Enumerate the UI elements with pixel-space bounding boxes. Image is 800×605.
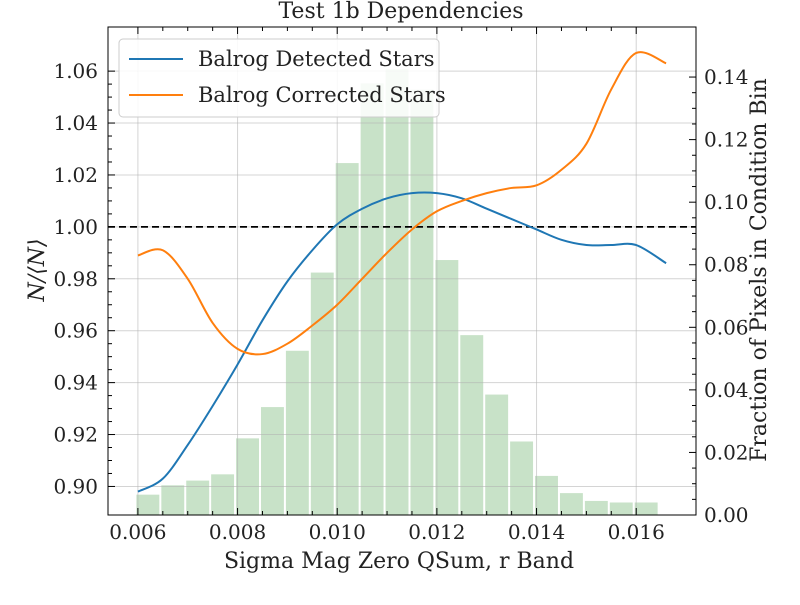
line-layer (108, 51, 696, 493)
histogram-bar (360, 83, 384, 516)
histogram-bar (211, 474, 235, 515)
histogram-bar (485, 394, 509, 515)
histogram-bar (460, 335, 484, 515)
histogram-bar (136, 494, 160, 515)
histogram-bar (634, 502, 658, 515)
histogram-bar (186, 480, 210, 515)
grid-layer (108, 27, 696, 515)
y2-tick-label: 0.14 (704, 65, 749, 89)
histogram-bar (335, 163, 359, 516)
y2-tick-label: 0.10 (704, 190, 749, 214)
y-tick-label: 1.04 (53, 111, 98, 135)
text-layer: Test 1b Dependencies Sigma Mag Zero QSum… (25, 0, 772, 574)
legend-label-corrected: Balrog Corrected Stars (198, 83, 446, 107)
y2-axis-title: Fraction of Pixels in Condition Bin (747, 78, 772, 462)
chart-title: Test 1b Dependencies (278, 0, 523, 24)
y-tick-label: 1.00 (53, 215, 98, 239)
y2-tick-label: 0.04 (704, 378, 749, 402)
y2-tick-label: 0.02 (704, 440, 749, 464)
axes-layer: 0.006 0.008 0.010 0.012 0.014 0.016 0.90 0.92 0.… (53, 26, 749, 544)
histogram-bar (161, 485, 185, 515)
y-tick-label: 0.94 (53, 371, 98, 395)
y-tick-label: 0.92 (53, 423, 98, 447)
y2-tick-label: 0.06 (704, 315, 749, 339)
legend-box (118, 38, 440, 118)
histogram-bar (510, 441, 534, 515)
x-axis-title: Sigma Mag Zero QSum, r Band (224, 549, 574, 574)
legend: Balrog Detected Stars Balrog Corrected S… (118, 38, 446, 118)
x-tick-label: 0.008 (209, 520, 266, 544)
y-axis-title: N/⟨N⟩ (25, 238, 50, 302)
histogram-bar (285, 350, 309, 515)
x-tick-label: 0.012 (408, 520, 465, 544)
plot-frame (107, 26, 697, 516)
histogram-bar (435, 260, 459, 515)
histogram-bar (236, 438, 259, 515)
x-tick-label: 0.016 (608, 520, 665, 544)
y2-tick-label: 0.00 (704, 503, 749, 527)
x-tick-label: 0.010 (309, 520, 366, 544)
histogram-bar (559, 493, 583, 515)
x-tick-label: 0.006 (109, 520, 166, 544)
histogram-bar (584, 500, 608, 515)
y-tick-label: 1.02 (53, 163, 98, 187)
series-line-corrected (137, 51, 667, 356)
histogram-layer (136, 69, 658, 516)
y-tick-label: 1.06 (53, 59, 98, 83)
histogram-bar (535, 475, 558, 515)
y-tick-label: 0.90 (53, 474, 98, 498)
x-tick-label: 0.014 (508, 520, 565, 544)
histogram-bar (385, 69, 409, 515)
y2-tick-label: 0.08 (704, 253, 749, 277)
y-tick-label: 0.98 (53, 267, 98, 291)
histogram-bar (609, 502, 633, 515)
y-tick-label: 0.96 (53, 319, 98, 343)
histogram-bar (410, 89, 434, 516)
histogram-bar (310, 272, 334, 515)
series-line-detected (137, 191, 667, 493)
y2-tick-label: 0.12 (704, 128, 749, 152)
legend-label-detected: Balrog Detected Stars (198, 47, 435, 71)
histogram-bar (260, 407, 284, 515)
